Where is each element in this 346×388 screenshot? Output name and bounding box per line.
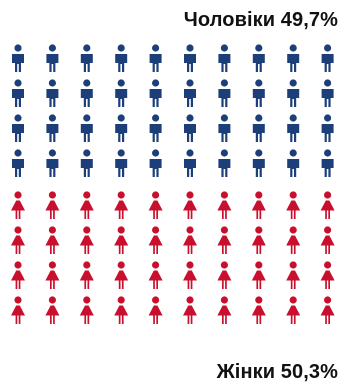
woman-icon bbox=[183, 296, 197, 324]
man-icon bbox=[287, 114, 300, 142]
man-icon bbox=[218, 149, 231, 177]
woman-icon bbox=[45, 191, 60, 219]
woman-icon bbox=[251, 296, 266, 324]
woman-icon bbox=[320, 296, 335, 324]
man-icon bbox=[115, 114, 128, 142]
woman-icon bbox=[11, 296, 25, 324]
man-icon bbox=[184, 44, 196, 72]
woman-icon bbox=[148, 226, 163, 254]
man-icon bbox=[321, 149, 334, 177]
woman-icon bbox=[217, 226, 232, 254]
woman-icon bbox=[79, 296, 94, 324]
man-icon bbox=[184, 79, 196, 107]
man-icon bbox=[12, 79, 24, 107]
man-icon bbox=[321, 44, 334, 72]
man-icon bbox=[218, 114, 231, 142]
woman-icon bbox=[114, 226, 129, 254]
woman-icon bbox=[11, 191, 25, 219]
man-icon bbox=[12, 149, 24, 177]
man-icon bbox=[46, 44, 59, 72]
woman-icon bbox=[217, 191, 232, 219]
men-share-label: Чоловіки 49,7% bbox=[183, 9, 338, 31]
woman-icon bbox=[45, 261, 60, 289]
woman-icon bbox=[79, 226, 94, 254]
man-icon bbox=[287, 44, 300, 72]
man-icon bbox=[46, 114, 59, 142]
woman-icon bbox=[148, 296, 163, 324]
woman-icon bbox=[79, 191, 94, 219]
woman-icon bbox=[11, 261, 25, 289]
man-icon bbox=[46, 79, 59, 107]
woman-icon bbox=[183, 191, 197, 219]
man-icon bbox=[218, 44, 231, 72]
woman-icon bbox=[45, 226, 60, 254]
man-icon bbox=[149, 44, 162, 72]
woman-icon bbox=[320, 191, 335, 219]
man-icon bbox=[184, 149, 196, 177]
man-icon bbox=[287, 149, 300, 177]
woman-icon bbox=[286, 296, 301, 324]
man-icon bbox=[149, 149, 162, 177]
woman-icon bbox=[320, 226, 335, 254]
woman-icon bbox=[251, 261, 266, 289]
man-icon bbox=[115, 44, 128, 72]
man-icon bbox=[12, 114, 24, 142]
woman-icon bbox=[286, 226, 301, 254]
woman-icon bbox=[183, 226, 197, 254]
woman-icon bbox=[217, 261, 232, 289]
man-icon bbox=[80, 79, 93, 107]
man-icon bbox=[80, 149, 93, 177]
woman-icon bbox=[148, 261, 163, 289]
woman-icon bbox=[286, 191, 301, 219]
woman-icon bbox=[183, 261, 197, 289]
man-icon bbox=[149, 114, 162, 142]
woman-icon bbox=[148, 191, 163, 219]
man-icon bbox=[115, 79, 128, 107]
woman-icon bbox=[217, 296, 232, 324]
man-icon bbox=[252, 149, 265, 177]
man-icon bbox=[46, 149, 59, 177]
man-icon bbox=[252, 79, 265, 107]
woman-icon bbox=[79, 261, 94, 289]
man-icon bbox=[252, 114, 265, 142]
man-icon bbox=[80, 44, 93, 72]
man-icon bbox=[149, 79, 162, 107]
woman-icon bbox=[45, 296, 60, 324]
woman-icon bbox=[11, 226, 25, 254]
woman-icon bbox=[251, 226, 266, 254]
man-icon bbox=[184, 114, 196, 142]
man-icon bbox=[80, 114, 93, 142]
woman-icon bbox=[114, 261, 129, 289]
man-icon bbox=[321, 114, 334, 142]
woman-icon bbox=[251, 191, 266, 219]
woman-icon bbox=[114, 296, 129, 324]
man-icon bbox=[115, 149, 128, 177]
man-icon bbox=[252, 44, 265, 72]
woman-icon bbox=[114, 191, 129, 219]
man-icon bbox=[287, 79, 300, 107]
woman-icon bbox=[320, 261, 335, 289]
man-icon bbox=[321, 79, 334, 107]
man-icon bbox=[218, 79, 231, 107]
man-icon bbox=[12, 44, 24, 72]
woman-icon bbox=[286, 261, 301, 289]
women-share-label: Жінки 50,3% bbox=[216, 361, 338, 383]
